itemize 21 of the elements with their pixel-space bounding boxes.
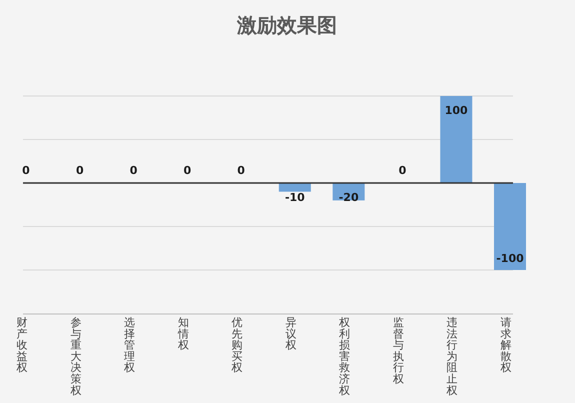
data-label: 0 <box>22 164 30 177</box>
data-label: -10 <box>284 191 306 204</box>
x-tick-label: 选择管理权 <box>123 316 136 374</box>
x-tick-label: 异议权 <box>284 316 296 352</box>
data-label: 0 <box>237 164 246 177</box>
data-label: 0 <box>130 164 138 177</box>
data-label: 0 <box>76 164 84 177</box>
data-label: 0 <box>184 164 192 177</box>
x-tick-label: 请求解散权 <box>500 316 512 374</box>
x-tick-label: 优先购买权 <box>230 316 243 374</box>
x-tick-label: 监督与执行权 <box>392 316 404 386</box>
x-tick-label: 财产收益权 <box>16 316 28 374</box>
data-label: 100 <box>444 104 468 117</box>
data-label: -20 <box>338 191 359 204</box>
x-tick-label: 权利损害救济权 <box>338 316 350 397</box>
data-label: 0 <box>398 164 407 177</box>
x-tick-label: 知情权 <box>176 316 189 352</box>
x-tick-label: 违法行为阻止权 <box>446 316 458 397</box>
x-tick-label: 参与重大决策权 <box>69 316 82 397</box>
chart-title: 激励效果图 <box>236 13 337 37</box>
data-label: -100 <box>496 252 524 265</box>
